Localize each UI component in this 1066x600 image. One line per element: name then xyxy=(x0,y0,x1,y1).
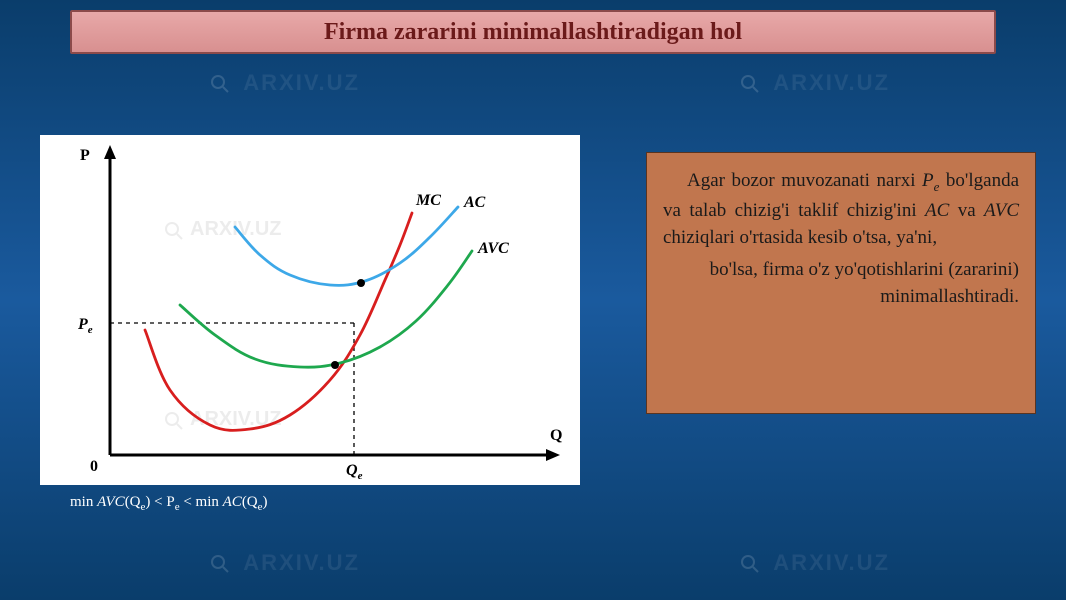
x-axis-label: Q xyxy=(550,427,562,444)
mc-ac-intersection xyxy=(357,279,365,287)
watermark: ARXIV.UZ xyxy=(740,550,890,576)
explanation-p2: bo'lsa, firma o'z yo'qotishlarini (zarar… xyxy=(663,256,1019,311)
avc-curve xyxy=(180,251,472,367)
mc-curve xyxy=(145,213,412,430)
chart-svg: ARXIV.UZ ARXIV.UZ P Q 0 Pe Qe xyxy=(40,135,580,485)
mc-label: MC xyxy=(415,192,441,209)
slide-title-bar: Firma zararini minimallashtiradigan hol xyxy=(70,10,996,54)
svg-text:ARXIV.UZ: ARXIV.UZ xyxy=(190,408,282,430)
pe-guides: Pe Qe xyxy=(77,316,363,482)
explanation-p1: Agar bozor muvozanati narxi Pe bo'lganda… xyxy=(663,167,1019,252)
ac-label: AC xyxy=(463,194,486,211)
y-axis-label: P xyxy=(80,147,90,164)
mc-avc-intersection xyxy=(331,361,339,369)
cost-curves-chart: ARXIV.UZ ARXIV.UZ P Q 0 Pe Qe xyxy=(40,135,580,485)
watermark: ARXIV.UZ xyxy=(740,70,890,96)
slide-title: Firma zararini minimallashtiradigan hol xyxy=(324,19,742,46)
watermark: ARXIV.UZ xyxy=(210,550,360,576)
axes: P Q 0 xyxy=(80,145,562,475)
watermark: ARXIV.UZ xyxy=(210,70,360,96)
pe-label: Pe xyxy=(77,316,93,336)
inequality-formula: min AVC(Qe) < Pe < min AC(Qe) xyxy=(70,494,268,513)
avc-label: AVC xyxy=(477,240,509,257)
explanation-panel: Agar bozor muvozanati narxi Pe bo'lganda… xyxy=(646,152,1036,414)
qe-label: Qe xyxy=(346,462,363,482)
origin-label: 0 xyxy=(90,458,98,475)
